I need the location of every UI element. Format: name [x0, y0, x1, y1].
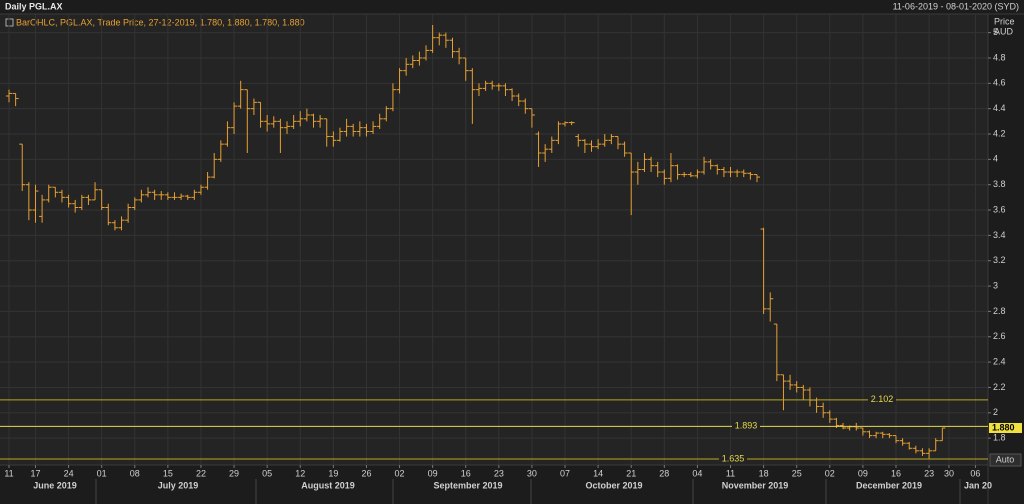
x-tick-label: 06 [970, 468, 980, 478]
y-tick-label: 4.6 [993, 78, 1006, 88]
reference-label: 1.635 [722, 453, 745, 463]
x-tick-label: 05 [262, 468, 272, 478]
x-tick-label: 02 [825, 468, 835, 478]
y-tick-label: 3.6 [993, 204, 1006, 214]
y-tick-label: 1.8 [993, 433, 1006, 443]
scale-button[interactable] [989, 453, 1022, 467]
x-tick-label: 15 [163, 468, 173, 478]
month-label: July 2019 [158, 480, 199, 490]
x-tick-label: 08 [130, 468, 140, 478]
y-tick-label: 4.2 [993, 128, 1006, 138]
x-tick-label: 14 [593, 468, 603, 478]
x-tick-label: 11 [726, 468, 735, 478]
month-label: Jan 20 [964, 480, 992, 490]
month-label: June 2019 [33, 480, 77, 490]
y-tick-label: 2 [993, 407, 998, 417]
x-tick-label: 29 [229, 468, 239, 478]
month-label: September 2019 [433, 480, 502, 490]
plot-area [0, 14, 988, 465]
month-label: November 2019 [722, 480, 789, 490]
x-tick-label: 02 [395, 468, 405, 478]
reference-label-box [868, 394, 896, 405]
chart-title: Daily PGL.AX [5, 1, 63, 11]
x-tick-label: 22 [196, 468, 206, 478]
x-tick-label: 17 [30, 468, 40, 478]
month-label: December 2019 [856, 480, 922, 490]
x-tick-label: 25 [792, 468, 802, 478]
y-tick-label: 2.6 [993, 331, 1006, 341]
x-tick-label: 26 [361, 468, 371, 478]
y-tick-label: 4 [993, 154, 998, 164]
x-tick-label: 16 [891, 468, 901, 478]
legend: BarOHLC, PGL.AX, Trade Price, 27-12-2019… [16, 17, 305, 27]
reference-label: 1.893 [735, 421, 758, 431]
x-tick-label: 04 [692, 468, 702, 478]
x-tick-label: 07 [560, 468, 570, 478]
month-label: August 2019 [301, 480, 355, 490]
reference-label-box [732, 421, 760, 432]
y-tick-label: 2.4 [993, 356, 1006, 366]
x-tick-label: 23 [494, 468, 504, 478]
x-tick-label: 01 [97, 468, 107, 478]
y-tick-label: 2.8 [993, 306, 1006, 316]
x-tick-label: 23 [924, 468, 934, 478]
scale-button-label[interactable]: Auto [996, 454, 1015, 464]
x-tick-label: 16 [461, 468, 471, 478]
x-tick-label: 19 [328, 468, 338, 478]
x-tick-label: 30 [527, 468, 537, 478]
reference-label: 2.102 [871, 394, 894, 404]
x-tick-label: 24 [64, 468, 74, 478]
date-range: 11-06-2019 - 08-01-2020 (SYD) [893, 1, 1019, 11]
y-axis-unit: AUD [994, 26, 1014, 36]
x-tick-label: 12 [295, 468, 305, 478]
y-tick-label: 3.4 [993, 230, 1006, 240]
reference-label-box [719, 454, 747, 465]
last-price-tag [989, 422, 1022, 433]
x-tick-label: 28 [659, 468, 669, 478]
x-tick-label: 11 [4, 468, 13, 478]
x-tick-label: 09 [858, 468, 868, 478]
x-tick-label: 21 [626, 468, 636, 478]
y-tick-label: 5 [993, 27, 998, 37]
y-tick-label: 3.8 [993, 179, 1006, 189]
y-tick-label: 3 [993, 280, 998, 290]
y-tick-label: 2.2 [993, 382, 1006, 392]
y-tick-label: 3.2 [993, 255, 1006, 265]
x-tick-label: 09 [428, 468, 438, 478]
x-tick-label: 30 [944, 468, 954, 478]
y-tick-label: 4.4 [993, 103, 1006, 113]
y-tick-label: 4.8 [993, 52, 1006, 62]
month-label: October 2019 [585, 480, 642, 490]
y-axis-label: Price [994, 16, 1015, 26]
last-price-label: 1.880 [992, 422, 1015, 432]
x-tick-label: 18 [759, 468, 769, 478]
